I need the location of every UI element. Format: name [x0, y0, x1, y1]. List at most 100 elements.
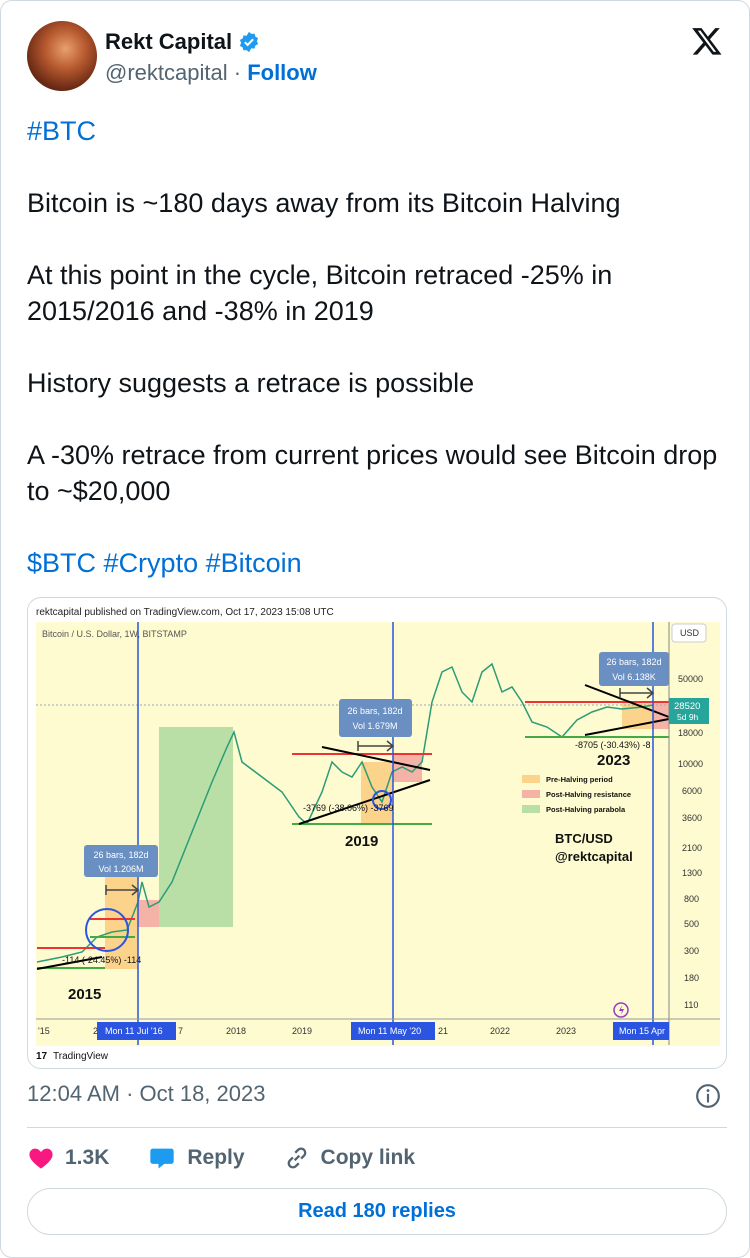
svg-text:2019: 2019: [292, 1026, 312, 1036]
hashtags: $BTC #Crypto #Bitcoin: [27, 545, 727, 581]
lightning-glyph: [619, 1005, 624, 1015]
like-button[interactable]: 1.3K: [27, 1144, 109, 1172]
measure-arrows: [105, 687, 655, 896]
measure-vol: Vol 1.679M: [352, 721, 397, 731]
svg-text:10000: 10000: [678, 759, 703, 769]
reply-bubble-icon: [150, 1148, 175, 1169]
svg-text:2023: 2023: [556, 1026, 576, 1036]
svg-text:110: 110: [684, 1000, 698, 1010]
highlight-circle-2020: [372, 790, 392, 810]
tweet-paragraph: At this point in the cycle, Bitcoin retr…: [27, 260, 613, 326]
divider: [27, 1127, 727, 1128]
halving-date: Mon 11 Jul '16: [105, 1026, 163, 1036]
separator: ·: [233, 60, 242, 85]
measure-box-2024: [599, 652, 669, 686]
published-caption: rektcapital published on TradingView.com…: [36, 607, 334, 618]
hashtag-btc[interactable]: #BTC: [27, 116, 97, 146]
svg-text:50000: 50000: [678, 674, 703, 684]
copy-link-label: Copy link: [320, 1146, 416, 1169]
svg-text:2100: 2100: [682, 843, 702, 853]
halving-date: Mon 15 Apr: [619, 1026, 665, 1036]
halving-date-tag: [613, 1022, 669, 1040]
halving-date: Mon 11 May '20: [358, 1026, 421, 1036]
author-name-row[interactable]: Rekt Capital: [105, 29, 260, 55]
svg-text:1300: 1300: [682, 868, 702, 878]
chart-image[interactable]: rektcapital published on TradingView.com…: [27, 597, 727, 1069]
read-replies-button[interactable]: Read 180 replies: [27, 1188, 727, 1235]
info-icon[interactable]: [695, 1083, 721, 1109]
follow-button[interactable]: Follow: [247, 60, 317, 85]
measure-bars: 26 bars, 182d: [606, 657, 661, 667]
measure-bars: 26 bars, 182d: [347, 706, 402, 716]
reply-button[interactable]: Reply: [147, 1144, 245, 1172]
tweet-paragraph: Bitcoin is ~180 days away from its Bitco…: [27, 188, 621, 218]
svg-text:18000: 18000: [678, 728, 703, 738]
svg-text:7: 7: [178, 1026, 183, 1036]
verified-badge-icon: [240, 31, 259, 53]
avatar[interactable]: [27, 21, 97, 91]
halving-date-tag: [97, 1022, 176, 1040]
hashtag-crypto[interactable]: #Crypto: [103, 548, 199, 578]
measure-box-2020: [339, 699, 412, 737]
svg-text:2022: 2022: [490, 1026, 510, 1036]
heart-icon: [29, 1148, 53, 1169]
price-axis-labels: USD 50000 18000 10000 6000 3600 2100 130…: [671, 623, 707, 1010]
watermark-author: @rektcapital: [555, 849, 633, 864]
measure-vol: Vol 6.138K: [612, 672, 656, 682]
action-bar: 1.3K Reply Copy link: [27, 1141, 453, 1175]
halving-date-tag: [351, 1022, 435, 1040]
tradingview-logo-icon: 17: [36, 1051, 48, 1062]
svg-text:2: 2: [93, 1026, 98, 1036]
highlight-circle-2016: [85, 908, 129, 952]
legend: Pre-Halving period Post-Halving resistan…: [522, 775, 631, 814]
svg-text:800: 800: [684, 894, 699, 904]
cashtag-btc[interactable]: $BTC: [27, 548, 97, 578]
price-line: [36, 662, 654, 963]
timestamp[interactable]: 12:04 AM · Oct 18, 2023: [27, 1081, 266, 1106]
legend-item: Post-Halving parabola: [546, 805, 626, 814]
svg-text:300: 300: [684, 946, 699, 956]
symbol-label: Bitcoin / U.S. Dollar, 1W, BITSTAMP: [42, 629, 187, 639]
author-handle-row: @rektcapital · Follow: [105, 60, 317, 86]
current-price: 28520: [674, 701, 700, 712]
retrace-label-2023: -8705 (-30.43%) -8: [575, 740, 651, 750]
currency-label[interactable]: USD: [680, 628, 700, 638]
tweet-paragraph: A -30% retrace from current prices would…: [27, 440, 718, 506]
svg-text:3600: 3600: [682, 813, 702, 823]
hashtag-bitcoin[interactable]: #Bitcoin: [205, 548, 302, 578]
measure-vol: Vol 1.206M: [98, 864, 143, 874]
like-count: 1.3K: [65, 1146, 110, 1169]
svg-text:'15: '15: [38, 1026, 50, 1036]
year-label-2019: 2019: [345, 833, 378, 850]
author-name[interactable]: Rekt Capital: [105, 29, 233, 54]
copy-link-button[interactable]: Copy link: [283, 1144, 416, 1172]
retrace-label-2015: -114 (-24.45%) -114: [62, 955, 141, 965]
post-halving-zone-2016: [138, 900, 159, 927]
svg-text:500: 500: [684, 919, 699, 929]
link-icon: [287, 1147, 306, 1169]
year-label-2023: 2023: [597, 752, 630, 769]
measure-bars: 26 bars, 182d: [93, 850, 148, 860]
watermark-pair: BTC/USD: [555, 831, 613, 846]
retrace-label-2019: -3769 (-38.06%) -3769: [303, 803, 394, 813]
levels: [36, 684, 670, 970]
svg-text:6000: 6000: [682, 786, 702, 796]
tweet-text: #BTC Bitcoin is ~180 days away from its …: [27, 113, 727, 617]
svg-text:2018: 2018: [226, 1026, 246, 1036]
tweet-paragraph: History suggests a retrace is possible: [27, 368, 475, 398]
pre-halving-zone-2016: [105, 872, 138, 969]
bar-countdown: 5d 9h: [677, 712, 699, 722]
measure-box-2016: [84, 845, 158, 877]
current-price-tag: [669, 698, 709, 724]
tradingview-brand: TradingView: [53, 1051, 109, 1062]
svg-text:180: 180: [684, 973, 699, 983]
author-handle[interactable]: @rektcapital: [105, 60, 228, 85]
svg-text:21: 21: [438, 1026, 448, 1036]
reply-label: Reply: [187, 1146, 245, 1169]
year-label-2015: 2015: [68, 986, 101, 1003]
legend-item: Pre-Halving period: [546, 775, 613, 784]
time-axis-labels: '15 2 7 2018 2019 21 2022 2023: [38, 1026, 576, 1036]
legend-item: Post-Halving resistance: [546, 790, 631, 799]
x-logo-icon[interactable]: [691, 25, 723, 57]
